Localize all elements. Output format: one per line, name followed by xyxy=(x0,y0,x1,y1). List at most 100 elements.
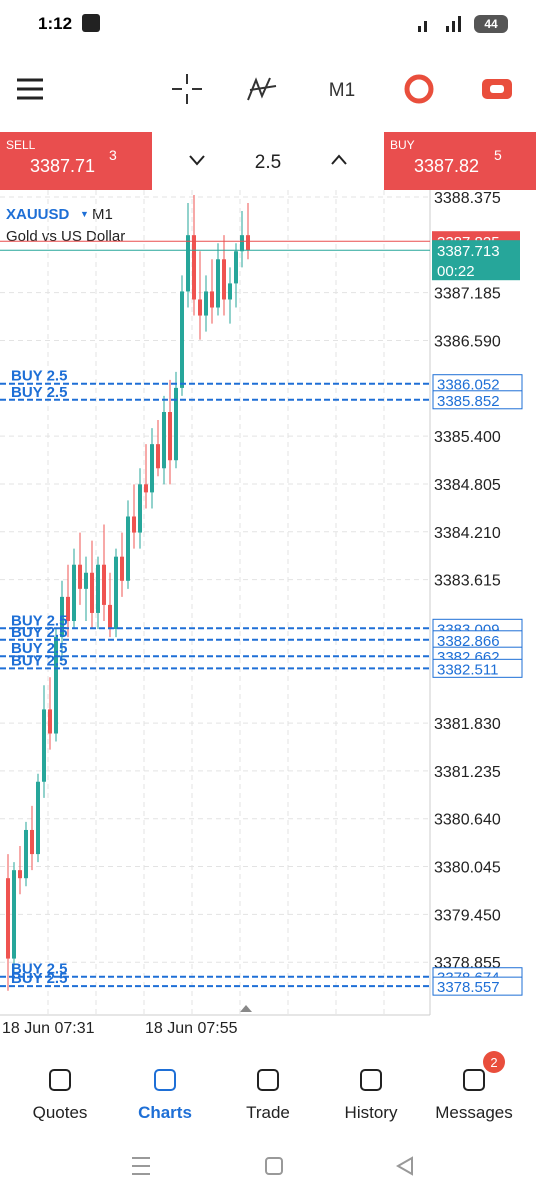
timeframe-button[interactable]: M1 xyxy=(329,80,355,101)
order-price: 3382.511 xyxy=(437,661,498,678)
nav-label[interactable]: History xyxy=(345,1103,398,1122)
candle-body xyxy=(192,235,196,300)
badge-count: 2 xyxy=(490,1055,497,1070)
candle-body xyxy=(42,709,46,782)
candle-body xyxy=(6,878,10,959)
candle-body xyxy=(24,829,28,879)
nav-label[interactable]: Trade xyxy=(246,1103,290,1122)
candle-body xyxy=(186,235,190,292)
candle-body xyxy=(108,604,112,630)
candle-body xyxy=(150,444,154,493)
order-price: 3378.557 xyxy=(437,979,500,996)
order-label: BUY 2.5 xyxy=(11,368,67,385)
order-price-box xyxy=(432,976,523,996)
order-price: 3386.052 xyxy=(437,377,500,394)
candle-body xyxy=(126,516,130,581)
candle-body xyxy=(30,829,34,855)
buy-button[interactable] xyxy=(384,132,536,190)
order-price-box xyxy=(432,390,523,410)
candle-body xyxy=(66,596,70,621)
x-tick-label: 18 Jun 07:31 xyxy=(2,1020,95,1037)
candle-body xyxy=(12,870,16,959)
menu-button[interactable] xyxy=(17,78,43,100)
symbol: XAUUSD xyxy=(6,206,70,223)
y-tick-label: 3381.830 xyxy=(434,716,501,733)
candle-body xyxy=(228,283,232,300)
sell-button[interactable] xyxy=(0,132,152,190)
candle-body xyxy=(174,387,178,461)
chart-timeframe: M1 xyxy=(92,206,113,223)
indicators-button[interactable] xyxy=(247,77,277,101)
candle-body xyxy=(72,564,76,621)
lot-value[interactable]: 2.5 xyxy=(255,152,281,173)
trade-button[interactable] xyxy=(404,74,434,104)
order-label: BUY 2.5 xyxy=(11,970,67,987)
candle-body xyxy=(36,781,40,855)
lot-up[interactable] xyxy=(331,154,347,165)
y-tick-label: 3384.805 xyxy=(434,477,501,494)
scroll-marker xyxy=(240,1005,252,1012)
buy-price: 3387.82 xyxy=(414,156,479,176)
battery xyxy=(474,15,508,33)
symbol-description: Gold vs US Dollar xyxy=(6,228,125,245)
candle-body xyxy=(78,564,82,589)
order-price: 3385.852 xyxy=(437,393,500,410)
y-tick-label: 3388.375 xyxy=(434,190,501,207)
x-tick-label: 18 Jun 07:55 xyxy=(145,1020,238,1037)
nav-icon[interactable] xyxy=(154,1069,176,1091)
candle-body xyxy=(198,299,202,316)
candle-body xyxy=(96,564,100,613)
nav-label[interactable]: Quotes xyxy=(33,1103,88,1122)
candle-body xyxy=(48,709,52,734)
nav-icon[interactable] xyxy=(360,1069,382,1091)
candle-body xyxy=(60,596,64,638)
candle-body xyxy=(138,484,142,533)
clock: 1:12 xyxy=(38,14,72,33)
candle-body xyxy=(144,484,148,493)
candle-body xyxy=(18,870,22,879)
candle-body xyxy=(102,564,106,605)
candle-body xyxy=(210,291,214,308)
order-label: BUY 2.5 xyxy=(11,384,67,401)
candle-body xyxy=(168,412,172,461)
buy-price-sup: 5 xyxy=(494,147,502,163)
crosshair-button[interactable] xyxy=(172,74,202,104)
buy-label: BUY xyxy=(390,138,415,152)
nav-label[interactable]: Charts xyxy=(138,1103,192,1122)
order-label: BUY 2.5 xyxy=(11,640,67,657)
bid-box xyxy=(432,240,520,281)
nav-icon[interactable] xyxy=(463,1069,485,1091)
y-tick-label: 3385.400 xyxy=(434,429,501,446)
order-label: BUY 2.5 xyxy=(11,612,67,629)
sell-label: SELL xyxy=(6,138,36,152)
candle-body xyxy=(54,637,58,734)
y-tick-label: 3384.210 xyxy=(434,525,501,542)
candle-body xyxy=(216,259,220,308)
symbol-arrow: ▼ xyxy=(80,209,89,219)
lot-box xyxy=(152,132,384,190)
order-price: 3382.866 xyxy=(437,633,500,650)
system-nav xyxy=(132,1156,413,1176)
nav-label[interactable]: Messages xyxy=(435,1103,512,1122)
order-price-box xyxy=(432,658,523,678)
lot-down[interactable] xyxy=(189,155,205,166)
candle-body xyxy=(90,572,94,613)
nav-icon[interactable] xyxy=(257,1069,279,1091)
order-label: BUY 2.5 xyxy=(11,961,67,978)
bid-timer: 00:22 xyxy=(437,263,475,280)
candle-body xyxy=(120,556,124,581)
candle-body xyxy=(234,251,238,284)
y-tick-label: 3386.590 xyxy=(434,333,501,350)
candle-body xyxy=(240,235,244,252)
sell-price: 3387.71 xyxy=(30,156,95,176)
order-label: BUY 2.5 xyxy=(11,652,67,669)
candle-body xyxy=(162,412,166,469)
candle-body xyxy=(246,235,250,251)
bid-price: 3387.713 xyxy=(437,243,500,260)
nav-icon[interactable] xyxy=(49,1069,71,1091)
candle-body xyxy=(156,444,160,469)
order-label: BUY 2.5 xyxy=(11,624,67,641)
